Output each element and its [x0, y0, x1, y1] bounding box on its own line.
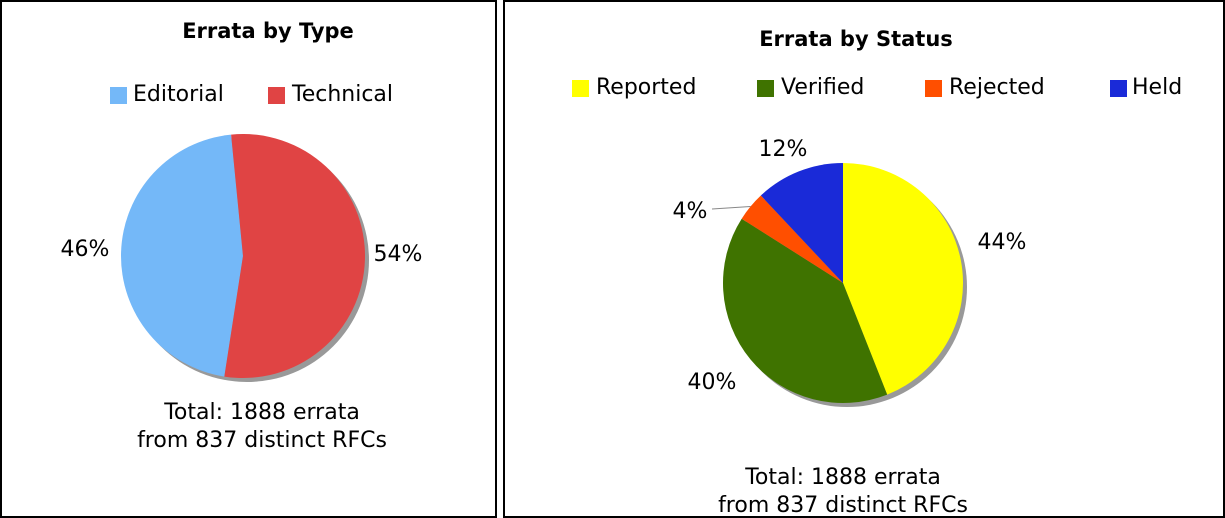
legend-label: Editorial [133, 82, 224, 107]
annotation: Total: 1888 errata [163, 400, 360, 425]
pie-slice [760, 163, 843, 283]
data-label: 46% [61, 237, 110, 262]
pie-slice [224, 134, 366, 378]
legend-swatch [757, 80, 774, 97]
data-label: 4% [673, 199, 708, 224]
pie-slice [843, 163, 963, 395]
legend-label: Technical [291, 82, 393, 107]
data-label: 40% [688, 370, 737, 395]
chart-title: Errata by Type [182, 19, 354, 43]
leader-line [711, 206, 751, 210]
legend-swatch [110, 87, 127, 104]
pie-slice [723, 218, 888, 403]
legend-swatch [268, 87, 285, 104]
annotation: Total: 1888 errata [744, 465, 941, 490]
data-label: 12% [759, 137, 808, 162]
legend-label: Reported [596, 75, 696, 100]
legend-swatch [925, 80, 942, 97]
data-label: 44% [978, 230, 1027, 255]
legend-swatch [572, 80, 589, 97]
pie-slice [121, 134, 243, 377]
legend-swatch [1110, 80, 1127, 97]
chart-title: Errata by Status [759, 27, 953, 51]
pie-slice [741, 195, 843, 283]
data-label: 54% [374, 242, 423, 267]
annotation: from 837 distinct RFCs [718, 493, 968, 518]
legend-label: Held [1132, 75, 1182, 100]
legend-label: Rejected [949, 75, 1045, 100]
legend-label: Verified [781, 75, 864, 100]
annotation: from 837 distinct RFCs [137, 428, 387, 453]
